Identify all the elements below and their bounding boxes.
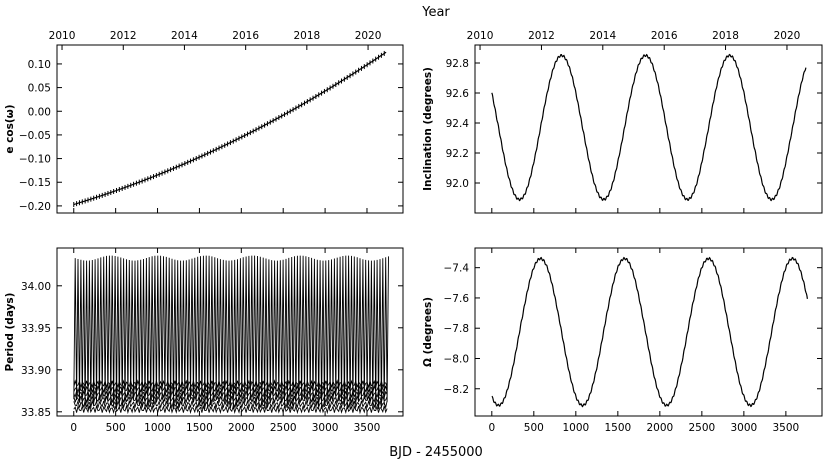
y-axis-label: e cos(ω) bbox=[4, 104, 16, 153]
year-tick-label: 2012 bbox=[528, 30, 555, 42]
y-tick-label: 92.6 bbox=[446, 88, 470, 100]
y-axis-label: Period (days) bbox=[4, 293, 16, 372]
panel-top-right: 92.0 92.2 92.4 92.6 92.8 2010 2012 2014 2016 2018… bbox=[422, 30, 823, 214]
y-axis-label: Inclination (degrees) bbox=[422, 67, 434, 191]
year-tick-label: 2018 bbox=[712, 30, 739, 42]
data-band bbox=[73, 404, 388, 415]
series-top-left bbox=[73, 50, 387, 207]
data-band bbox=[73, 394, 388, 405]
y-tick-label: 92.4 bbox=[446, 118, 470, 130]
y-tick-label: 92.0 bbox=[446, 178, 469, 190]
y-tick-label: 33.90 bbox=[21, 365, 51, 377]
data-line bbox=[491, 256, 808, 408]
plot-frame bbox=[474, 44, 823, 214]
year-tick-label: 2014 bbox=[171, 30, 198, 42]
series-bottom-left bbox=[73, 255, 389, 415]
y-tick-label: −0.20 bbox=[19, 201, 51, 213]
data-band bbox=[73, 389, 388, 400]
y-tick-label: −0.10 bbox=[19, 154, 51, 166]
y-tick-label: 92.2 bbox=[446, 148, 469, 160]
data-line bbox=[73, 255, 389, 410]
x-tick-label: 1500 bbox=[604, 422, 631, 434]
x-tick-label: 500 bbox=[524, 422, 544, 434]
x-tick-label: 2000 bbox=[228, 422, 255, 434]
series-top-right bbox=[491, 53, 807, 202]
data-band bbox=[73, 379, 388, 390]
year-tick-label: 2014 bbox=[589, 30, 616, 42]
x-tick-label: 2500 bbox=[688, 422, 715, 434]
y-tick-label: −7.6 bbox=[444, 293, 470, 305]
y-tick-label: 0.10 bbox=[28, 59, 51, 71]
y-tick-label: 33.85 bbox=[21, 407, 51, 419]
year-tick-label: 2016 bbox=[651, 30, 678, 42]
data-line bbox=[491, 53, 807, 202]
y-tick-label: −0.05 bbox=[19, 130, 51, 142]
x-tick-label: 1000 bbox=[144, 422, 171, 434]
y-tick-label: −7.4 bbox=[444, 263, 470, 275]
y-tick-label: 33.95 bbox=[21, 323, 51, 335]
y-tick-label: 34.00 bbox=[21, 281, 51, 293]
y-tick-label: 92.8 bbox=[446, 58, 469, 70]
year-tick-label: 2020 bbox=[774, 30, 801, 42]
x-tick-label: 1500 bbox=[186, 422, 213, 434]
x-tick-label: 2500 bbox=[270, 422, 297, 434]
year-tick-label: 2010 bbox=[49, 30, 76, 42]
x-tick-label: 3000 bbox=[312, 422, 339, 434]
series-bottom-right bbox=[491, 256, 808, 408]
plot-frame bbox=[56, 247, 404, 417]
x-tick-label: 0 bbox=[488, 422, 495, 434]
y-tick-label: −7.8 bbox=[444, 323, 470, 335]
y-tick-label: 0.00 bbox=[28, 106, 51, 118]
data-band bbox=[73, 384, 388, 395]
year-tick-label: 2016 bbox=[232, 30, 259, 42]
x-tick-label: 3500 bbox=[773, 422, 800, 434]
x-tick-label: 0 bbox=[70, 422, 77, 434]
x-tick-label: 1000 bbox=[562, 422, 589, 434]
y-tick-label: −8.0 bbox=[444, 353, 470, 365]
year-tick-label: 2018 bbox=[293, 30, 320, 42]
panel-bottom-left: 33.85 33.90 33.95 34.00 0 500 1000 1500 2000 2500… bbox=[4, 247, 404, 434]
year-tick-label: 2010 bbox=[467, 30, 494, 42]
panel-top-left: −0.20 −0.15 −0.10 −0.05 0.00 0.05 0.10 2010 2012… bbox=[4, 30, 404, 214]
x-tick-label: 2000 bbox=[646, 422, 673, 434]
top-axis-label: Year bbox=[421, 5, 450, 20]
data-band bbox=[73, 399, 388, 410]
x-tick-label: 3000 bbox=[730, 422, 757, 434]
plot-frame bbox=[56, 44, 404, 214]
x-tick-label: 3500 bbox=[354, 422, 381, 434]
x-tick-label: 500 bbox=[106, 422, 126, 434]
y-tick-label: −0.15 bbox=[19, 177, 51, 189]
panel-bottom-right: −8.2 −8.0 −7.8 −7.6 −7.4 0 500 1000 1500 2000 2500… bbox=[422, 247, 823, 434]
y-tick-label: −8.2 bbox=[444, 384, 470, 396]
panels: −0.20 −0.15 −0.10 −0.05 0.00 0.05 0.10 2010 2012… bbox=[4, 30, 823, 434]
year-tick-label: 2020 bbox=[355, 30, 382, 42]
data-line bbox=[73, 51, 387, 206]
y-tick-label: 0.05 bbox=[28, 83, 51, 95]
year-tick-label: 2012 bbox=[110, 30, 137, 42]
plot-frame bbox=[474, 247, 823, 417]
bottom-axis-label: BJD - 2455000 bbox=[389, 445, 483, 460]
y-axis-label: Ω (degrees) bbox=[422, 297, 434, 367]
